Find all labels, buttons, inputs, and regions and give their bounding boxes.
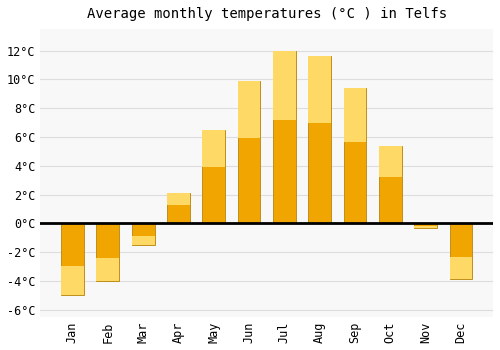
Bar: [273, 51, 296, 223]
Bar: [344, 88, 366, 223]
Bar: [61, 223, 84, 295]
Bar: [202, 130, 225, 223]
Bar: [379, 146, 402, 177]
Bar: [238, 81, 260, 138]
Bar: [344, 88, 366, 142]
Bar: [96, 223, 119, 281]
Bar: [308, 56, 331, 223]
Bar: [96, 258, 119, 281]
Bar: [167, 193, 190, 205]
Bar: [450, 223, 472, 279]
Title: Average monthly temperatures (°C ) in Telfs: Average monthly temperatures (°C ) in Te…: [86, 7, 446, 21]
Bar: [132, 223, 154, 245]
Bar: [414, 223, 437, 228]
Bar: [450, 257, 472, 279]
Bar: [167, 193, 190, 223]
Bar: [379, 146, 402, 223]
Bar: [273, 51, 296, 120]
Bar: [308, 56, 331, 123]
Bar: [202, 130, 225, 167]
Bar: [132, 236, 154, 245]
Bar: [238, 81, 260, 223]
Bar: [61, 266, 84, 295]
Bar: [414, 226, 437, 228]
